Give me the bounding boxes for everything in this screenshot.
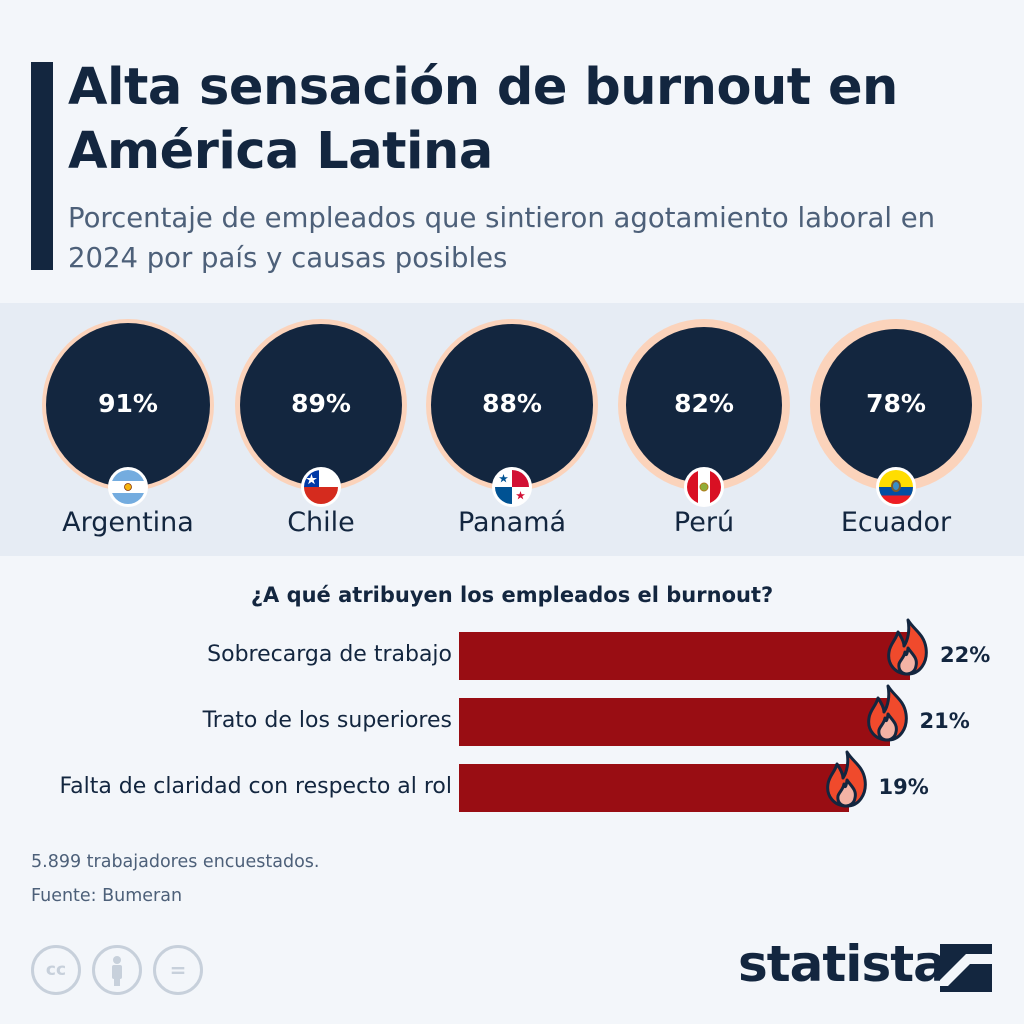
bar-value-label: 19% [878,775,929,799]
no-derivatives-icon: = [153,945,203,995]
bubble-value-disc [239,323,403,487]
country-bubble: 91% Argentina [42,319,214,549]
bar [459,632,910,680]
bubble-value-label: 89% [291,389,351,418]
argentina-flag-icon [108,467,148,507]
bar-value-label: 22% [940,643,991,667]
chile-flag-icon [301,467,341,507]
bar-value-label: 21% [919,709,970,733]
country-name: Panamá [457,507,567,538]
bar [459,764,849,812]
bubble-value-label: 88% [482,389,542,418]
country-name: Ecuador [840,507,952,538]
cc-icon: cc [31,945,81,995]
panama-flag-icon [492,467,532,507]
bubble-value-disc [626,327,782,483]
bubble-value-disc [820,329,972,481]
bar [459,698,890,746]
bubble-value-label: 91% [98,389,158,418]
bubble-value-label: 78% [866,389,926,418]
statista-logo-mark-icon [940,944,992,992]
country-name: Argentina [62,507,194,538]
country-bubble: 78% Ecuador [810,319,982,549]
statista-logo[interactable]: statista [738,935,947,993]
country-name: Perú [673,507,735,538]
bubble-value-disc [431,324,593,486]
bar-category-label: Falta de claridad con respecto al rol [59,774,452,799]
bubble-value-label: 82% [674,389,734,418]
country-name: Chile [287,507,355,538]
bubble-value-disc [45,322,211,488]
bar-category-label: Trato de los superiores [202,708,452,733]
chart-title: Alta sensación de burnout en América Lat… [68,58,898,181]
chart-subtitle: Porcentaje de empleados que sintieron ag… [68,202,936,274]
peru-flag-icon [684,467,724,507]
ecuador-flag-icon [876,467,916,507]
source-note: Fuente: Bumeran [31,886,183,906]
country-bubble: 82% Perú [618,319,790,549]
bar-category-label: Sobrecarga de trabajo [207,642,452,667]
country-bubble: 88% Panamá [426,319,598,549]
causes-title: ¿A qué atribuyen los empleados el burnou… [250,583,774,607]
footnote: 5.899 trabajadores encuestados. [31,852,320,872]
country-bubble: 89% Chile [235,319,407,549]
attribution-icon [92,945,142,995]
title-accent-bar [31,62,53,270]
fire-icon [880,618,936,678]
fire-icon [819,750,875,810]
fire-icon [860,684,916,744]
